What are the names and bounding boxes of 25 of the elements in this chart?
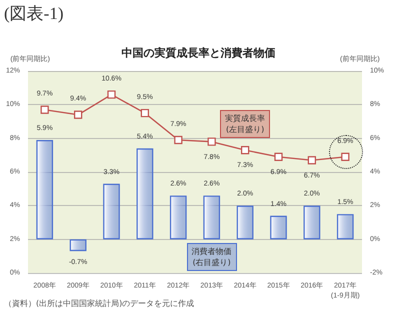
bar bbox=[304, 206, 320, 240]
bar bbox=[70, 239, 86, 252]
bar bbox=[103, 184, 120, 240]
bar bbox=[136, 148, 154, 240]
bar bbox=[36, 140, 54, 240]
bar bbox=[336, 214, 354, 240]
point bbox=[174, 136, 182, 144]
point bbox=[140, 108, 149, 118]
text: (図表-1) bbox=[4, 3, 64, 25]
bar bbox=[236, 206, 254, 240]
point bbox=[308, 156, 316, 164]
point bbox=[107, 90, 116, 99]
bar bbox=[270, 216, 287, 240]
text: （資料）(出所は中国国家統計局)のデータを元に作成 bbox=[4, 298, 194, 309]
point bbox=[241, 146, 250, 154]
point bbox=[40, 106, 49, 114]
point bbox=[74, 110, 82, 119]
bar bbox=[170, 196, 187, 240]
series-label: 消費者物価 (右目盛り) bbox=[186, 243, 237, 271]
bar bbox=[203, 196, 220, 240]
point bbox=[274, 152, 283, 161]
point bbox=[341, 152, 350, 161]
point bbox=[208, 138, 216, 146]
chart-title: 中国の実質成長率と消費者物価 bbox=[122, 46, 276, 60]
series-label: 実質成長率 (左目盛り) bbox=[220, 110, 270, 138]
